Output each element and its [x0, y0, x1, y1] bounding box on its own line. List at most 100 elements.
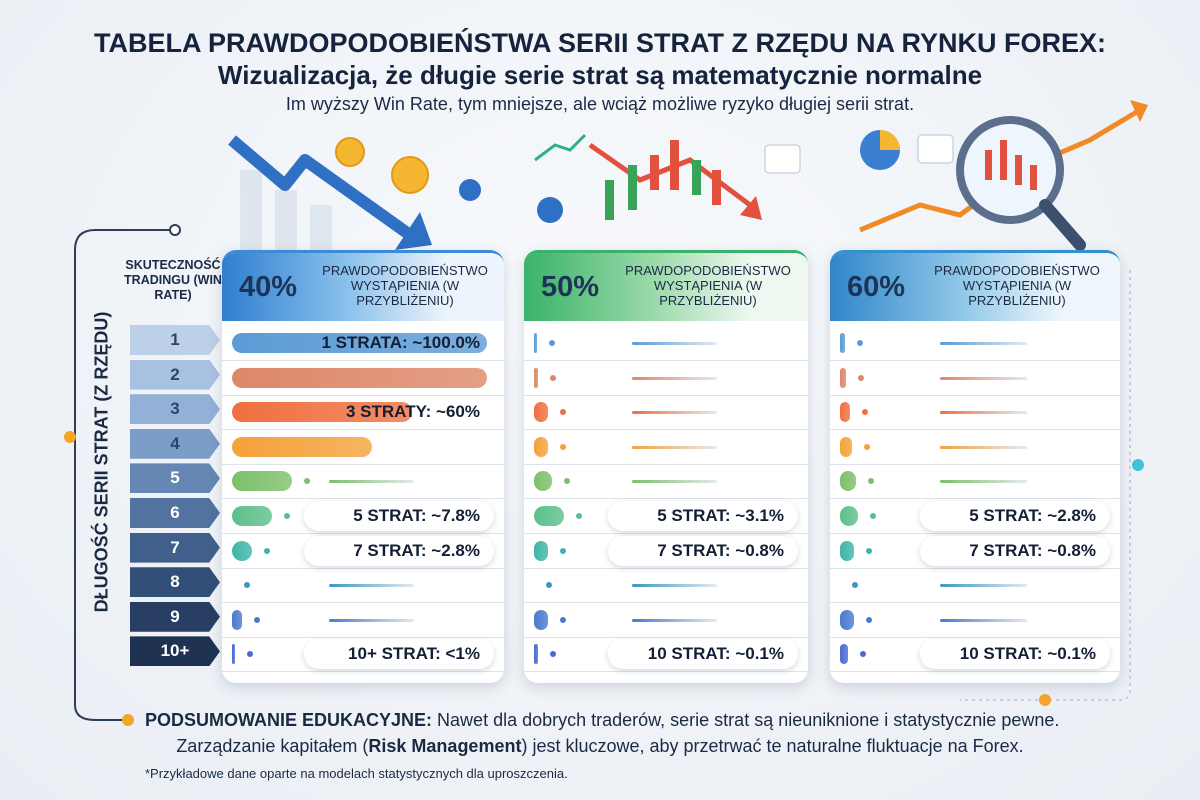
arrow-head — [395, 212, 432, 250]
card-header-text: PRAWDOPODOBIEŃSTWO WYSTĄPIENIA (W PRZYBL… — [322, 263, 488, 308]
row-label: 8 — [130, 567, 220, 598]
row-line — [631, 411, 718, 415]
row-bar — [840, 402, 850, 423]
row-dot — [564, 478, 570, 485]
row-bar — [840, 367, 846, 388]
row-dot — [244, 582, 250, 589]
probability-label: 5 STRAT: ~2.8% — [920, 501, 1110, 531]
row-label: 10+ — [130, 636, 220, 667]
row-separator — [222, 568, 504, 569]
row-separator — [222, 533, 504, 534]
probability-label: 10 STRAT: ~0.1% — [920, 639, 1110, 670]
magnifier-candles — [985, 140, 1037, 190]
row-line — [631, 376, 718, 380]
row-line — [940, 376, 1028, 380]
probability-label: 3 STRATY: ~60% — [346, 402, 480, 422]
row-line — [940, 411, 1028, 415]
row-dot — [852, 582, 858, 589]
row-separator — [524, 395, 808, 396]
row-dot — [576, 513, 582, 519]
row-bar — [534, 471, 552, 492]
bars-illustration — [240, 170, 332, 250]
glow-dot — [1132, 459, 1144, 471]
row-dot — [866, 547, 872, 554]
pie-icon — [459, 179, 481, 201]
row-bar — [534, 402, 548, 423]
coin-icon — [537, 197, 563, 223]
summary-text: Zarządzanie kapitałem ( — [176, 736, 369, 756]
probability-label: 7 STRAT: ~0.8% — [608, 535, 798, 566]
row-bar — [232, 436, 372, 457]
mini-chart-icon — [764, 144, 801, 174]
magnifier — [956, 116, 1064, 224]
down-arrow — [228, 135, 414, 240]
row-separator — [524, 671, 808, 672]
row-bar — [840, 644, 848, 665]
row-bar — [534, 609, 548, 630]
row-bar — [232, 367, 487, 388]
row-dot — [284, 513, 290, 519]
row-bar — [232, 644, 235, 665]
bracket-dot — [64, 431, 76, 443]
row-separator — [830, 429, 1120, 430]
coin — [335, 137, 365, 167]
probability-label: 5 STRAT: ~7.8% — [304, 501, 494, 531]
row-dot — [264, 547, 270, 554]
bracket-line — [74, 229, 175, 721]
summary-lead: PODSUMOWANIE EDUKACYJNE: — [145, 710, 433, 730]
row-dot — [247, 651, 253, 658]
probability-card: 40% PRAWDOPODOBIEŃSTWO WYSTĄPIENIA (W PRZ… — [222, 250, 504, 683]
row-line — [329, 584, 414, 588]
row-line — [631, 618, 718, 622]
row-separator — [524, 464, 808, 465]
row-dot — [857, 340, 863, 346]
row-dot — [868, 478, 874, 485]
row-line — [940, 584, 1028, 588]
probability-label: 10+ STRAT: <1% — [304, 639, 494, 670]
probability-card: 60% PRAWDOPODOBIEŃSTWO WYSTĄPIENIA (W PRZ… — [830, 250, 1120, 683]
row-dot — [560, 547, 566, 554]
row-bar — [232, 333, 487, 353]
footnote: *Przykładowe dane oparte na modelach sta… — [145, 766, 568, 781]
row-separator — [524, 429, 808, 430]
row-bar — [232, 540, 252, 561]
row-line — [940, 342, 1028, 345]
row-separator — [222, 671, 504, 672]
row-separator — [830, 671, 1120, 672]
row-label: 4 — [130, 428, 220, 459]
row-separator — [222, 395, 504, 396]
row-bar — [840, 540, 854, 561]
row-bar — [534, 436, 548, 457]
probability-label: 7 STRAT: ~0.8% — [920, 535, 1110, 566]
row-label: 1 — [130, 325, 220, 355]
win-rate-label: SKUTECZNOŚĆ TRADINGU (WIN RATE) — [124, 258, 222, 302]
row-dot — [550, 374, 556, 381]
row-dot — [860, 651, 866, 658]
tagline: Im wyższy Win Rate, tym mniejsze, ale wc… — [285, 94, 915, 114]
row-separator — [222, 360, 504, 361]
row-dot — [546, 582, 552, 589]
row-separator — [524, 533, 808, 534]
dotted-line — [960, 270, 1131, 701]
row-dot — [858, 374, 864, 381]
row-bar — [840, 609, 854, 630]
row-separator — [524, 637, 808, 638]
row-label: 3 — [130, 394, 220, 425]
row-dot — [866, 616, 872, 623]
row-line — [631, 445, 718, 449]
card-header: 40% PRAWDOPODOBIEŃSTWO WYSTĄPIENIA (W PRZ… — [222, 253, 504, 321]
row-separator — [222, 498, 504, 499]
win-rate-badge: 60% — [846, 270, 906, 303]
row-dot — [864, 443, 870, 450]
row-bar — [232, 471, 292, 492]
row-dot — [549, 340, 555, 346]
row-label: 9 — [130, 601, 220, 632]
row-label: 5 — [130, 463, 220, 494]
bracket-dot — [122, 714, 134, 726]
row-line — [631, 584, 718, 588]
row-label: 7 — [130, 532, 220, 563]
row-bar — [534, 333, 537, 353]
card-header-text: PRAWDOPODOBIEŃSTWO WYSTĄPIENIA (W PRZYBL… — [934, 263, 1100, 308]
probability-label: 1 STRATA: ~100.0% — [321, 333, 480, 352]
